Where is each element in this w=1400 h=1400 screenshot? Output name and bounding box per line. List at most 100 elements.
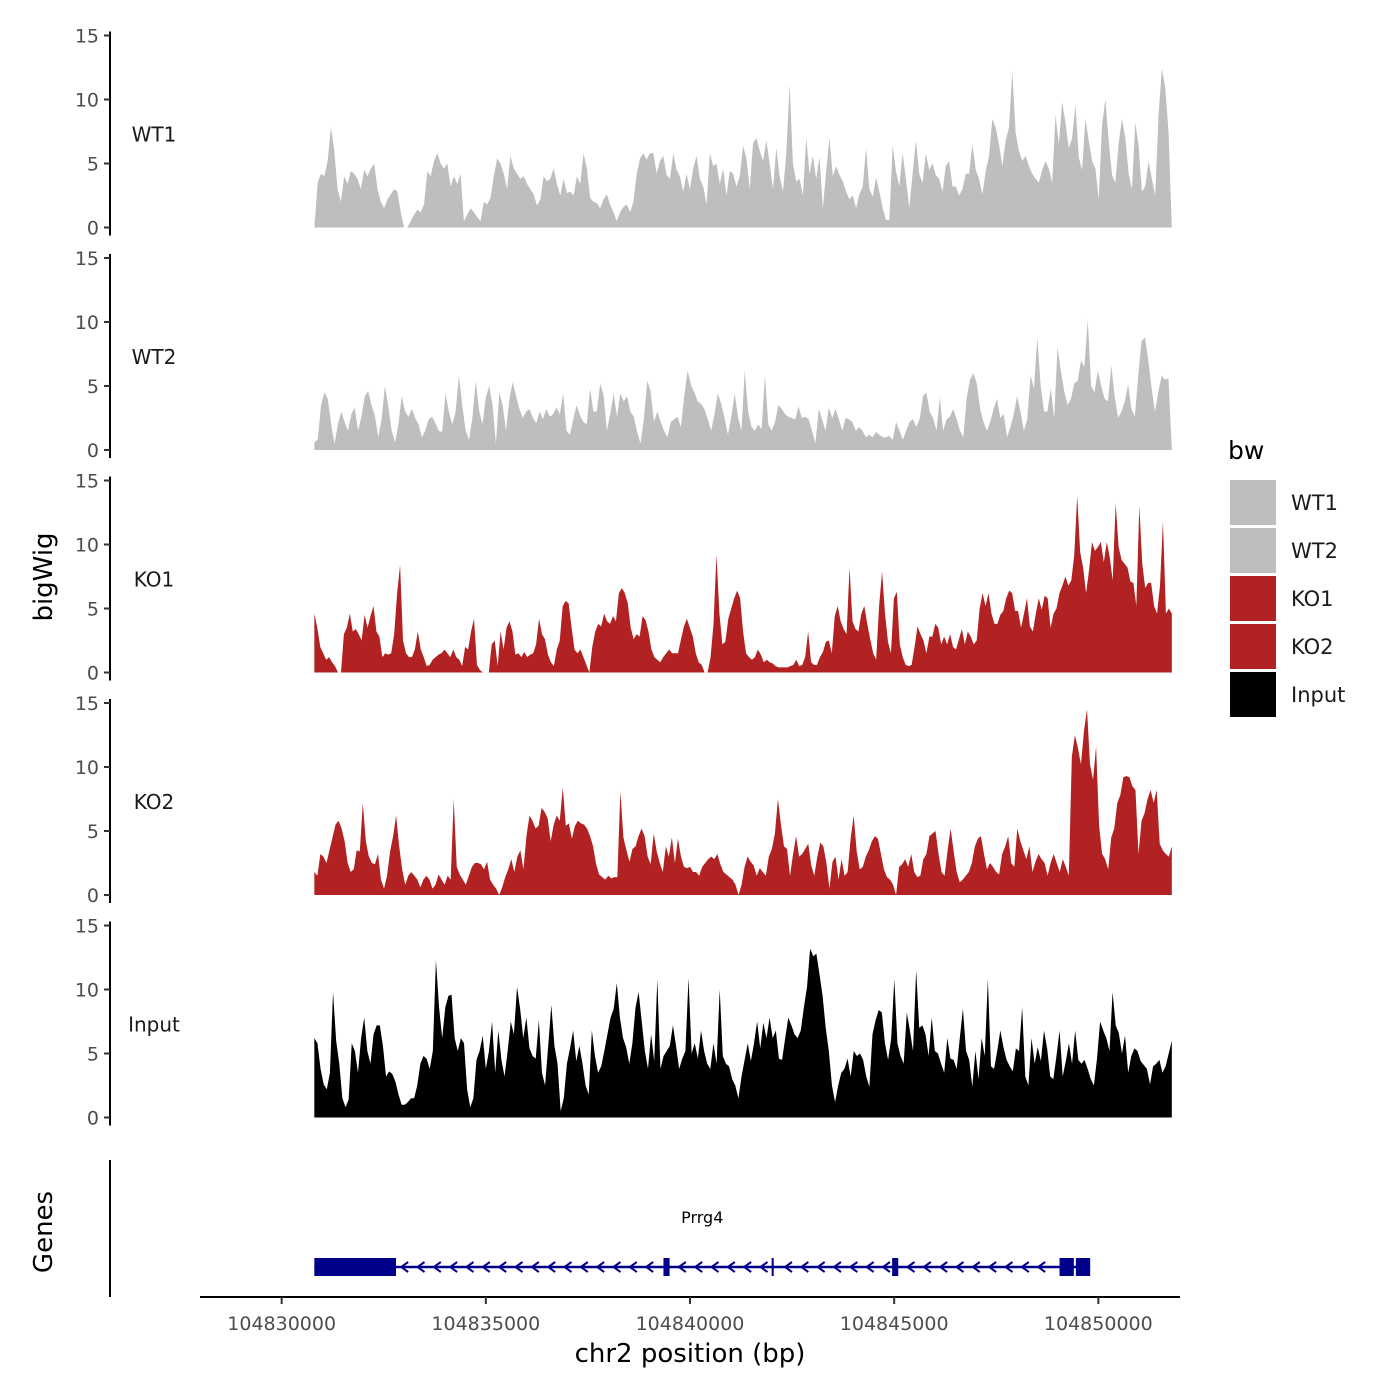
legend-key-input	[1230, 672, 1276, 717]
y-tick-label: 10	[75, 980, 99, 1002]
strand-arrow	[530, 1261, 540, 1273]
gene-exon	[314, 1258, 396, 1276]
strand-arrow	[742, 1261, 752, 1273]
strand-arrow	[881, 1261, 891, 1273]
strand-arrow	[644, 1261, 654, 1273]
strand-arrow	[1003, 1261, 1014, 1273]
strand-arrow	[481, 1261, 491, 1273]
strand-arrow	[864, 1261, 875, 1273]
track-ko1: 0 5 10 15 KO1	[75, 471, 1172, 685]
strand-arrow	[1036, 1261, 1046, 1273]
y-tick-label: 10	[75, 90, 99, 112]
y-tick-label: 15	[75, 26, 99, 48]
y-tick-label: 0	[87, 885, 99, 907]
y-tick-label: 5	[87, 821, 99, 843]
legend-label: WT1	[1291, 491, 1338, 515]
track-ko2: 0 5 10 15 KO2	[75, 693, 1172, 907]
strand-arrow	[448, 1261, 458, 1273]
strand-arrow	[628, 1261, 638, 1273]
legend-label: Input	[1291, 683, 1345, 707]
x-axis-title: chr2 position (bp)	[575, 1339, 806, 1369]
y-tick-label: 15	[75, 471, 99, 493]
strand-arrow	[1020, 1261, 1030, 1273]
strand-arrow	[971, 1261, 981, 1273]
strand-arrow	[611, 1261, 622, 1273]
x-tick-label: 104850000	[1044, 1313, 1153, 1335]
strand-arrow	[513, 1261, 524, 1273]
coverage-area-wt2	[314, 319, 1172, 450]
gene-exon	[1075, 1258, 1091, 1276]
x-tick-label: 104840000	[636, 1313, 745, 1335]
strand-arrow	[677, 1261, 687, 1273]
strand-arrow	[832, 1261, 842, 1273]
x-axis: 104830000 104835000 104840000 104845000 1048…	[200, 1296, 1180, 1335]
y-tick-label: 0	[87, 218, 99, 240]
strand-arrow	[693, 1261, 703, 1273]
x-tick-label: 104830000	[227, 1313, 336, 1335]
legend-key-wt1	[1230, 480, 1276, 525]
strand-arrow	[987, 1261, 997, 1273]
track-label: WT1	[132, 123, 177, 147]
strand-arrow	[497, 1261, 507, 1273]
y-tick-label: 15	[75, 916, 99, 938]
legend-title: bw	[1228, 436, 1264, 465]
gene-exon	[892, 1258, 899, 1276]
legend: bw WT1 WT2 KO1 KO2 Input	[1228, 436, 1345, 717]
strand-arrow	[905, 1261, 916, 1273]
y-tick-label: 10	[75, 312, 99, 334]
track-label: KO1	[134, 568, 175, 592]
track-panels: 0 5 10 15 WT1 0 5 10 15 WT2 0 5 10 15 KO1 0 5 10 15 KO2 0 5 10…	[75, 26, 1172, 1130]
strand-arrow	[848, 1261, 858, 1273]
strand-arrow	[758, 1261, 769, 1273]
legend-key-wt2	[1230, 528, 1276, 573]
track-label: WT2	[132, 345, 177, 369]
gene-panel: Prrg4	[109, 1160, 1091, 1297]
y-tick-label: 0	[87, 440, 99, 462]
y-tick-label: 10	[75, 757, 99, 779]
strand-arrow	[595, 1261, 605, 1273]
coverage-area-input	[314, 948, 1172, 1118]
strand-arrow	[922, 1261, 932, 1273]
y-tick-label: 15	[75, 248, 99, 270]
y-tick-label: 5	[87, 1044, 99, 1066]
strand-arrow	[415, 1261, 426, 1273]
genes-axis-title: Genes	[29, 1191, 59, 1273]
x-tick-label: 104835000	[431, 1313, 540, 1335]
strand-arrow	[726, 1261, 736, 1273]
track-input: 0 5 10 15 Input	[75, 916, 1172, 1130]
y-tick-label: 5	[87, 376, 99, 398]
strand-arrow	[562, 1261, 573, 1273]
coverage-area-ko1	[314, 495, 1172, 673]
legend-label: KO1	[1291, 587, 1334, 611]
y-axis-title: bigWig	[29, 532, 59, 621]
gene-label: Prrg4	[681, 1208, 723, 1227]
strand-arrow	[399, 1261, 409, 1273]
strand-arrow	[464, 1261, 475, 1273]
strand-arrow	[783, 1261, 793, 1273]
strand-arrow	[432, 1261, 442, 1273]
strand-arrow	[815, 1261, 826, 1273]
strand-arrow	[954, 1261, 965, 1273]
x-tick-label: 104845000	[840, 1313, 949, 1335]
legend-label: WT2	[1291, 539, 1338, 563]
track-wt2: 0 5 10 15 WT2	[75, 248, 1172, 462]
legend-label: KO2	[1291, 635, 1334, 659]
y-tick-label: 5	[87, 599, 99, 621]
y-tick-label: 0	[87, 663, 99, 685]
track-label: Input	[128, 1013, 180, 1037]
coverage-area-wt1	[314, 68, 1172, 228]
gene-exon	[771, 1258, 774, 1276]
strand-arrow	[579, 1261, 589, 1273]
legend-key-ko2	[1230, 624, 1276, 669]
strand-arrow	[709, 1261, 720, 1273]
coverage-area-ko2	[314, 709, 1172, 895]
strand-arrow	[546, 1261, 556, 1273]
y-tick-label: 10	[75, 535, 99, 557]
y-tick-label: 15	[75, 693, 99, 715]
strand-arrow	[799, 1261, 809, 1273]
track-label: KO2	[134, 790, 175, 814]
y-tick-label: 5	[87, 154, 99, 176]
strand-arrow	[938, 1261, 948, 1273]
legend-key-ko1	[1230, 576, 1276, 621]
